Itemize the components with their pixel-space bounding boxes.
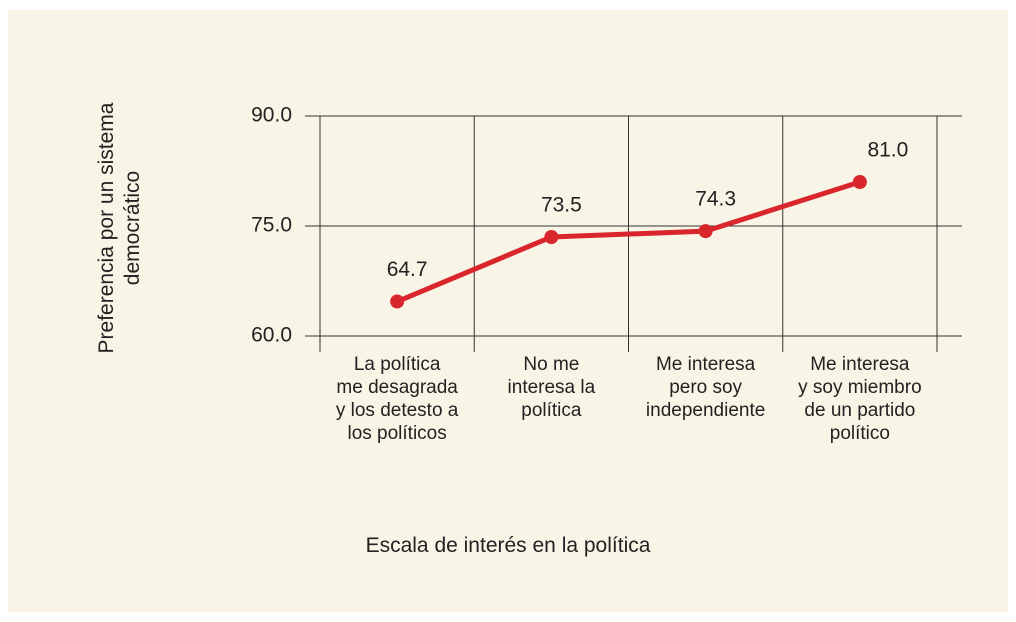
point [544, 230, 559, 244]
x-tick-label: Me interesa pero soy independiente [645, 354, 766, 421]
data-label: 81.0 [867, 139, 908, 162]
line [396, 179, 861, 304]
x-tick-label: La política me desagrada y los detesto a… [335, 354, 459, 444]
x-tick-label: Me interesa y soy miembro de un partido … [798, 354, 922, 444]
data-label: 73.5 [541, 194, 582, 217]
point [390, 294, 405, 309]
point [852, 175, 867, 189]
x-tick-label: No me interesa la política [507, 354, 596, 421]
panel [8, 10, 1008, 612]
data-label: 74.3 [695, 188, 736, 211]
y-tick-label: 75.0 [251, 214, 292, 237]
x-axis-title: Escala de interés en la política [365, 534, 651, 557]
data-label: 64.7 [387, 258, 428, 281]
y-tick-label: 60.0 [251, 324, 292, 347]
y-axis-title: Preferencia por un sistema democrático [95, 102, 144, 354]
point [698, 224, 713, 239]
y-tick-label: 90.0 [251, 104, 292, 127]
